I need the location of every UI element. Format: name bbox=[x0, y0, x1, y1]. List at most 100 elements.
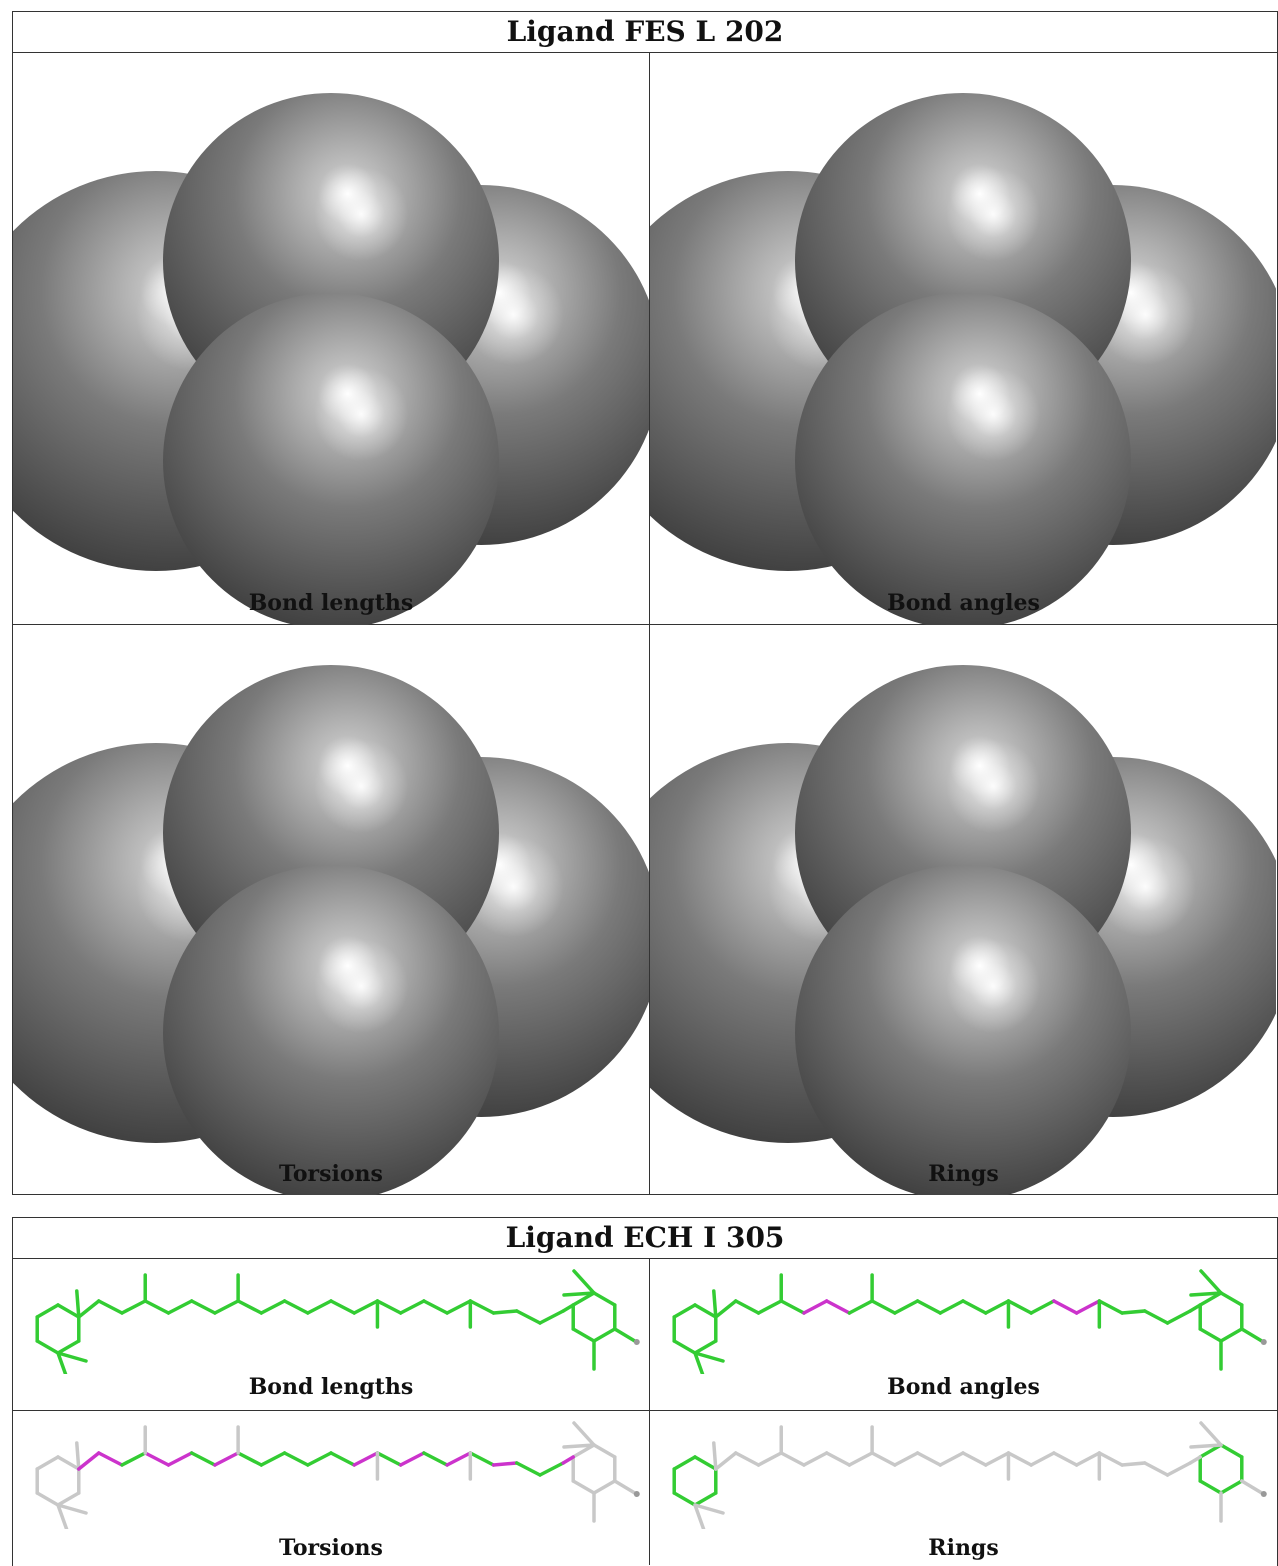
panel-caption: Bond angles bbox=[887, 1374, 1040, 1400]
bond-stick bbox=[672, 1303, 697, 1319]
bond-stick bbox=[1188, 1303, 1202, 1313]
bond-stick bbox=[693, 1303, 718, 1319]
bond-stick bbox=[592, 1443, 617, 1459]
bond-stick bbox=[75, 1289, 81, 1319]
ligand-fes-panel-rings: Rings bbox=[650, 625, 1277, 1195]
bond-stick bbox=[802, 1451, 829, 1467]
bond-stick bbox=[592, 1327, 617, 1343]
bond-stick bbox=[561, 1455, 575, 1465]
bond-stick bbox=[712, 1441, 718, 1471]
ligand-ech-panel-bond-angles: Bond angles bbox=[650, 1259, 1277, 1410]
bond-stick bbox=[592, 1291, 617, 1307]
bond-stick bbox=[672, 1491, 697, 1507]
bond-stick bbox=[1074, 1451, 1102, 1467]
terminal-atom bbox=[1260, 1491, 1267, 1497]
ligand-ech-title: Ligand ECH I 305 bbox=[13, 1218, 1277, 1259]
bond-stick bbox=[756, 1299, 783, 1315]
bond-stick bbox=[714, 1451, 738, 1471]
bond-stick bbox=[802, 1299, 829, 1315]
bond-stick bbox=[398, 1451, 426, 1467]
bond-stick bbox=[1120, 1461, 1147, 1467]
ligand-fes-panel-bond-angles: Bond angles bbox=[650, 53, 1277, 625]
bond-stick bbox=[1240, 1479, 1264, 1495]
bond-stick bbox=[166, 1451, 194, 1467]
bond-stick bbox=[613, 1479, 637, 1495]
bond-stick bbox=[672, 1455, 697, 1471]
bond-stick bbox=[562, 1443, 596, 1449]
bond-stick bbox=[35, 1455, 60, 1471]
bond-stick bbox=[1029, 1299, 1056, 1315]
bond-stick bbox=[734, 1299, 761, 1315]
bond-stick bbox=[143, 1451, 171, 1467]
bond-stick bbox=[491, 1309, 519, 1315]
bond-stick bbox=[77, 1451, 101, 1471]
bond-stick bbox=[97, 1451, 124, 1467]
bond-stick bbox=[1165, 1309, 1192, 1325]
panel-caption: Bond lengths bbox=[248, 1374, 414, 1400]
ligand-fes-row-2: Torsions Rings bbox=[13, 625, 1277, 1195]
bond-stick bbox=[236, 1299, 264, 1315]
bond-stick bbox=[893, 1451, 920, 1467]
bond-stick bbox=[1097, 1451, 1124, 1467]
bond-stick bbox=[1097, 1299, 1124, 1315]
ligand-fes-row-1: Bond lengths Bond angles bbox=[13, 53, 1277, 625]
bond-stick bbox=[562, 1291, 596, 1297]
bond-stick bbox=[259, 1451, 287, 1467]
bond-stick bbox=[329, 1451, 356, 1467]
bond-stick bbox=[1189, 1443, 1223, 1449]
bond-stick bbox=[56, 1455, 81, 1471]
bond-stick bbox=[672, 1339, 697, 1355]
bond-stick bbox=[1188, 1455, 1202, 1465]
bond-stick bbox=[56, 1351, 88, 1363]
bond-stick bbox=[515, 1309, 542, 1325]
bond-stick bbox=[282, 1299, 310, 1315]
panel-caption: Torsions bbox=[279, 1535, 383, 1561]
ligand-ech-table: Ligand ECH I 305 Bond lengths Bond angle… bbox=[12, 1217, 1278, 1566]
bond-stick bbox=[213, 1451, 240, 1467]
ligand-fes-panel-bond-lengths: Bond lengths bbox=[13, 53, 650, 625]
bond-stick bbox=[983, 1299, 1011, 1315]
ligand-ech-panel-torsions: Torsions bbox=[13, 1411, 650, 1565]
bond-stick bbox=[35, 1491, 60, 1507]
bond-stick bbox=[166, 1299, 194, 1315]
bond-stick bbox=[398, 1299, 426, 1315]
bond-stick bbox=[375, 1299, 403, 1315]
stick-model-image bbox=[35, 1269, 640, 1374]
panel-caption: Torsions bbox=[279, 1161, 383, 1187]
spacefill-model-image bbox=[13, 665, 649, 1195]
bond-stick bbox=[1198, 1443, 1223, 1459]
bond-stick bbox=[515, 1461, 542, 1477]
bond-stick bbox=[693, 1339, 718, 1355]
bond-stick bbox=[693, 1455, 718, 1471]
bond-stick bbox=[915, 1451, 943, 1467]
atom-sphere bbox=[163, 293, 499, 625]
bond-stick bbox=[756, 1451, 783, 1467]
bond-stick bbox=[983, 1451, 1011, 1467]
bond-stick bbox=[571, 1443, 596, 1459]
ligand-ech-row-2: Torsions Rings bbox=[13, 1411, 1277, 1565]
bond-stick bbox=[1006, 1299, 1033, 1315]
bond-stick bbox=[847, 1299, 874, 1315]
bond-stick bbox=[870, 1451, 897, 1467]
spacefill-model-image bbox=[650, 93, 1276, 625]
bond-stick bbox=[236, 1451, 264, 1467]
bond-stick bbox=[1199, 1421, 1223, 1447]
panel-caption: Rings bbox=[928, 1535, 999, 1561]
bond-stick bbox=[1052, 1451, 1079, 1467]
panel-caption: Bond angles bbox=[887, 590, 1040, 616]
bond-stick bbox=[893, 1299, 920, 1315]
stick-model-image bbox=[35, 1421, 640, 1529]
bond-stick bbox=[693, 1351, 705, 1374]
ligand-ech-panel-bond-lengths: Bond lengths bbox=[13, 1259, 650, 1410]
bond-stick bbox=[961, 1451, 988, 1467]
bond-stick bbox=[56, 1303, 81, 1319]
bond-stick bbox=[1240, 1327, 1264, 1343]
bond-stick bbox=[56, 1503, 69, 1529]
ligand-fes-table: Ligand FES L 202 Bond lengths Bond angle… bbox=[12, 11, 1278, 1195]
bond-stick bbox=[693, 1491, 718, 1507]
bond-stick bbox=[571, 1291, 596, 1307]
ligand-ech-panel-rings: Rings bbox=[650, 1411, 1277, 1565]
terminal-atom bbox=[633, 1491, 640, 1497]
terminal-atom bbox=[633, 1339, 640, 1345]
bond-stick bbox=[1198, 1291, 1223, 1307]
